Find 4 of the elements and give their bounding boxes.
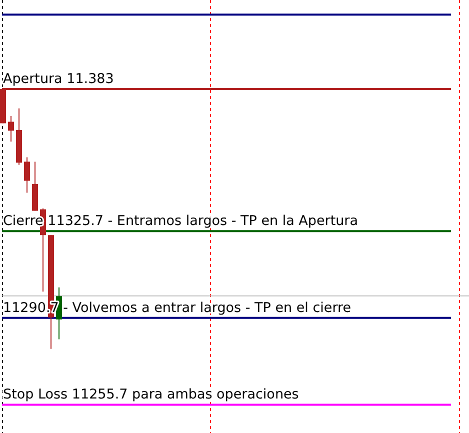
ref-line-label: Stop Loss 11255.7 para ambas operaciones	[3, 386, 299, 403]
ref-line-label: Apertura 11.383	[3, 71, 114, 88]
candlestick	[8, 116, 14, 142]
candlestick	[24, 156, 30, 194]
